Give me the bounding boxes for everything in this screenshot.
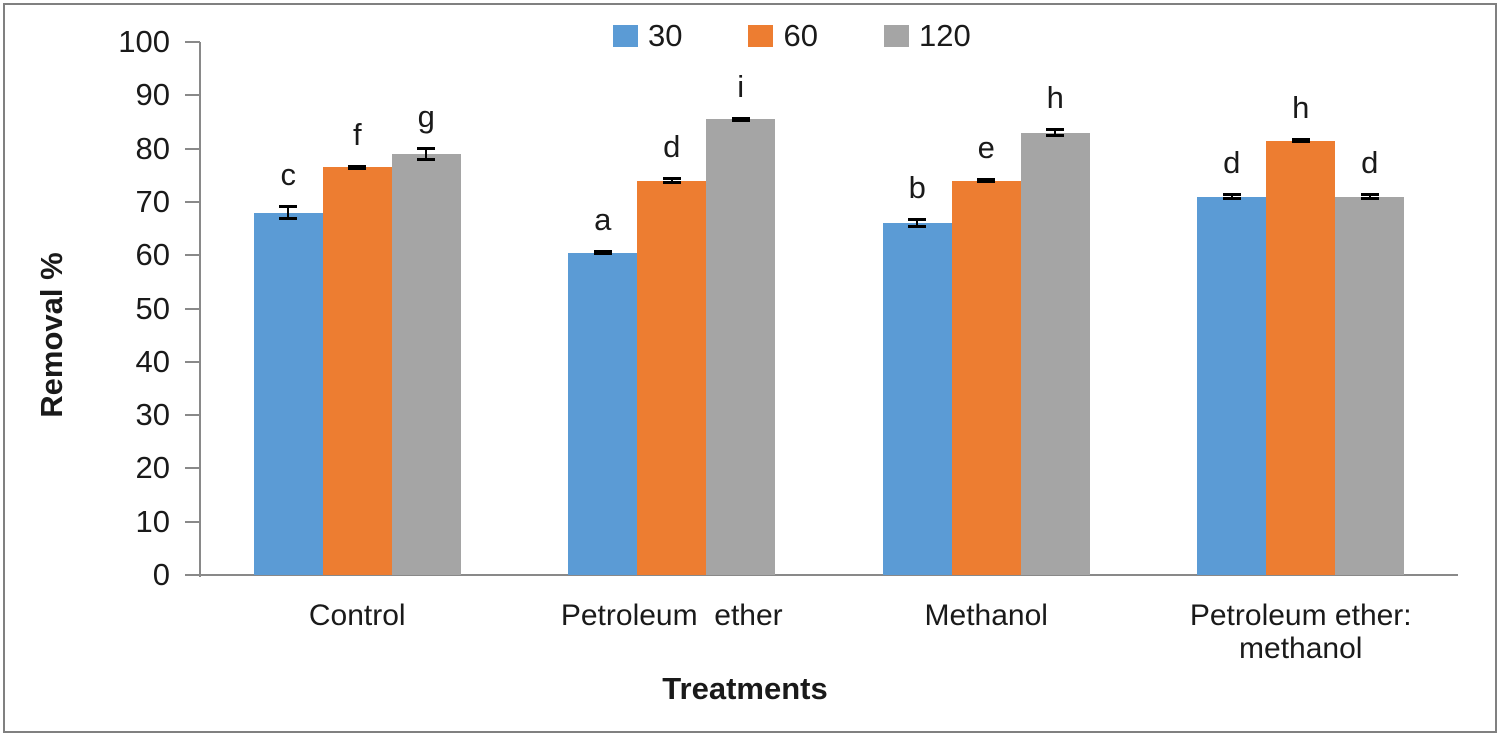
error-bar	[916, 219, 919, 227]
y-axis-tick	[185, 307, 200, 310]
error-bar-cap	[977, 177, 996, 181]
y-tick-label: 100	[118, 24, 170, 59]
error-bar-cap	[908, 224, 927, 228]
error-bar-cap	[1291, 138, 1310, 141]
chart-legend: 30 60 120	[613, 20, 971, 51]
error-bar-cap	[662, 181, 681, 185]
significance-letter: c	[280, 157, 297, 193]
category-label: Petroleum ether: methanol	[1189, 599, 1412, 665]
error-bar-cap	[1046, 127, 1065, 131]
error-bar-cap	[279, 216, 298, 220]
error-bar-cap	[908, 218, 927, 222]
x-axis-line	[185, 574, 1458, 576]
y-axis-line	[199, 42, 201, 577]
y-axis-tick	[185, 467, 200, 470]
legend-item: 60	[748, 18, 818, 53]
y-tick-label: 50	[135, 290, 170, 326]
y-axis-tick	[185, 147, 200, 150]
significance-letter: d	[1361, 144, 1379, 180]
significance-letter: b	[908, 170, 926, 206]
legend-swatch-icon	[883, 24, 909, 47]
legend-label: 30	[648, 18, 683, 53]
error-bar-cap	[1222, 193, 1241, 197]
significance-letter: a	[594, 201, 612, 237]
error-bar-cap	[731, 116, 750, 120]
error-bar-cap	[1222, 196, 1241, 200]
error-bar-cap	[1046, 134, 1065, 138]
y-axis-tick	[185, 574, 200, 576]
legend-swatch-icon	[748, 24, 774, 47]
bar-120-1	[391, 153, 461, 575]
error-bar-cap	[348, 166, 367, 170]
significance-letter: e	[977, 129, 995, 165]
bar-60-4	[1266, 140, 1336, 575]
error-bar-cap	[417, 158, 436, 162]
error-bar-cap	[593, 252, 612, 256]
significance-letter: d	[1223, 145, 1241, 181]
bar-30-3	[882, 223, 952, 575]
category-label: Petroleum ether	[560, 599, 783, 632]
bar-30-4	[1197, 196, 1267, 575]
bar-30-2	[568, 252, 638, 575]
error-bar-cap	[662, 176, 681, 180]
legend-item: 30	[613, 20, 682, 51]
bar-120-2	[706, 119, 776, 575]
error-bar	[670, 177, 673, 184]
legend-label: 120	[918, 18, 971, 53]
error-bar-cap	[977, 180, 996, 184]
error-bar-cap	[417, 146, 436, 150]
y-tick-label: 60	[135, 237, 170, 273]
y-axis-tick	[185, 94, 200, 97]
y-axis-tick	[185, 41, 200, 43]
significance-letter: g	[417, 98, 435, 134]
bar-60-3	[951, 180, 1021, 575]
y-axis-tick	[185, 360, 200, 363]
y-tick-label: 20	[135, 450, 170, 486]
y-axis-tick	[185, 254, 200, 257]
bar-120-3	[1020, 132, 1090, 575]
y-axis-tick	[185, 414, 200, 417]
y-tick-label: 30	[135, 397, 170, 433]
y-axis-tick	[185, 520, 200, 523]
y-tick-label: 10	[135, 503, 170, 539]
error-bar	[1368, 193, 1371, 200]
y-tick-label: 40	[135, 343, 170, 379]
error-bar-cap	[1291, 140, 1310, 144]
legend-swatch-icon	[613, 24, 638, 47]
error-bar-cap	[348, 164, 367, 168]
y-tick-label: 80	[135, 130, 170, 166]
error-bar	[425, 147, 428, 161]
error-bar-cap	[593, 249, 612, 253]
category-label: Control	[308, 599, 406, 632]
bar-30-1	[253, 212, 323, 575]
error-bar-cap	[1360, 192, 1379, 196]
x-axis-title: Treatments	[662, 671, 828, 706]
category-label: Methanol	[924, 599, 1048, 632]
significance-letter: h	[1292, 90, 1310, 125]
bar-60-1	[322, 167, 392, 575]
significance-letter: d	[663, 128, 681, 164]
y-tick-label: 70	[135, 183, 170, 219]
significance-letter: i	[737, 68, 745, 104]
error-bar-cap	[279, 205, 298, 209]
y-tick-label: 0	[152, 557, 170, 592]
legend-item: 120	[883, 18, 971, 53]
error-bar	[287, 206, 290, 219]
bar-60-2	[637, 180, 707, 575]
significance-letter: f	[352, 116, 362, 152]
y-axis-tick	[185, 200, 200, 203]
y-axis-title: Removal %	[34, 252, 69, 418]
y-tick-label: 90	[135, 77, 170, 113]
error-bar	[1054, 128, 1057, 137]
bar-120-4	[1335, 196, 1405, 575]
legend-label: 60	[783, 18, 818, 53]
significance-letter: h	[1046, 79, 1064, 115]
error-bar	[1230, 194, 1233, 199]
error-bar-cap	[731, 118, 750, 122]
error-bar-cap	[1360, 197, 1379, 201]
